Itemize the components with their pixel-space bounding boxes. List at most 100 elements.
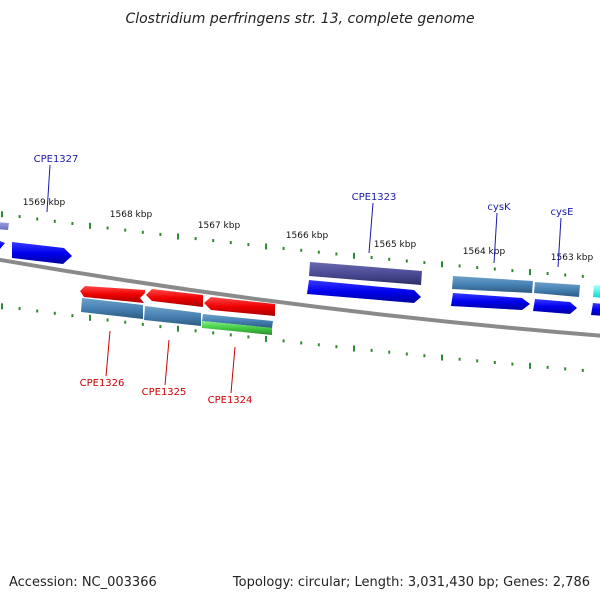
reverse-minor-tick <box>247 335 250 339</box>
forward-minor-tick <box>317 250 320 254</box>
forward-minor-tick <box>71 222 74 225</box>
reverse-major-tick <box>265 335 267 342</box>
reverse-minor-tick <box>106 318 109 322</box>
forward-minor-tick <box>476 266 479 269</box>
tick-label-1563: 1563 kbp <box>551 253 594 263</box>
reverse-minor-tick <box>282 339 285 343</box>
forward-minor-tick <box>36 217 39 221</box>
forward-major-tick <box>177 233 179 240</box>
reverse-minor-tick <box>458 357 461 361</box>
tick-label-1568: 1568 kbp <box>110 210 153 220</box>
forward-minor-tick <box>423 261 426 265</box>
reverse-minor-tick <box>423 354 426 358</box>
forward-minor-tick <box>581 274 584 278</box>
forward-minor-tick <box>388 257 391 261</box>
label-cysE: cysE <box>551 207 574 218</box>
label-cysK: cysK <box>487 202 511 213</box>
reverse-minor-tick <box>388 350 391 354</box>
tick-label-1564: 1564 kbp <box>463 247 506 257</box>
label-CPE1327: CPE1327 <box>34 154 79 165</box>
tick-label-1565: 1565 kbp <box>374 240 417 250</box>
tick-label-1567: 1567 kbp <box>198 221 241 231</box>
reverse-minor-tick <box>511 362 514 366</box>
reverse-minor-tick <box>194 329 197 333</box>
reverse-minor-tick <box>300 341 303 345</box>
reverse-minor-tick <box>124 320 127 324</box>
reverse-cds-track <box>80 286 275 316</box>
forward-cds-track <box>0 239 600 316</box>
label-CPE1324: CPE1324 <box>208 395 253 406</box>
genome-backbone <box>0 257 600 338</box>
forward-minor-tick <box>106 226 109 230</box>
reverse-minor-tick <box>581 368 584 372</box>
forward-major-tick <box>529 269 531 276</box>
forward-minor-tick <box>546 272 549 275</box>
forward-minor-tick <box>141 230 144 234</box>
forward-minor-tick <box>493 267 496 271</box>
cds-arrow-fwd-4[interactable] <box>533 299 577 314</box>
gene-cysK[interactable] <box>452 276 533 293</box>
forward-minor-tick <box>212 239 215 243</box>
reverse-minor-tick <box>71 314 74 318</box>
cds-arrow-fwd-2[interactable] <box>307 280 421 303</box>
reverse-major-tick <box>177 325 179 332</box>
forward-minor-tick <box>282 246 285 250</box>
gene-fwd-edge[interactable] <box>0 222 9 230</box>
leader-CPE1324 <box>230 346 236 394</box>
kbp-tick-labels: 1569 kbp 1568 kbp 1567 kbp 1566 kbp 1565… <box>23 198 594 263</box>
gene-CPE1325[interactable] <box>144 306 201 326</box>
reverse-major-tick <box>1 303 3 310</box>
forward-minor-tick <box>18 215 21 219</box>
reverse-major-tick <box>89 314 91 321</box>
cds-arrow-fwd-1[interactable] <box>12 242 72 264</box>
forward-minor-tick <box>564 273 567 277</box>
reverse-minor-tick <box>36 309 39 313</box>
cds-arrow-rev-3[interactable] <box>204 297 275 316</box>
reverse-major-tick <box>441 354 443 361</box>
forward-minor-tick <box>405 259 408 263</box>
reverse-tick-row <box>1 303 584 372</box>
reverse-minor-tick <box>18 307 21 311</box>
label-CPE1326: CPE1326 <box>80 378 125 389</box>
leader-cysE <box>557 217 562 268</box>
cds-arrow-fwd-3[interactable] <box>451 293 530 310</box>
leader-CPE1323 <box>368 202 374 254</box>
gene-CPE1323[interactable] <box>309 262 422 285</box>
gene-CPE1326[interactable] <box>81 298 143 319</box>
cds-arrow-rev-2[interactable] <box>146 289 203 307</box>
forward-minor-tick <box>335 252 338 256</box>
gene-CPE1324-upper[interactable] <box>202 314 273 328</box>
forward-minor-tick <box>53 219 56 223</box>
forward-minor-tick <box>458 264 461 268</box>
cds-arrow-fwd-edge[interactable] <box>0 239 5 255</box>
reverse-minor-tick <box>141 322 144 326</box>
forward-gene-labels: CPE1327 CPE1323 cysK cysE <box>34 154 574 218</box>
reverse-minor-tick <box>564 367 567 371</box>
tick-label-1566: 1566 kbp <box>286 231 329 241</box>
cds-arrow-fwd-5[interactable] <box>591 303 600 316</box>
reverse-gene-track <box>81 298 273 335</box>
label-CPE1323: CPE1323 <box>352 192 397 203</box>
forward-minor-tick <box>124 228 127 232</box>
map-title: Clostridium perfringens str. 13, complet… <box>125 11 474 27</box>
reverse-minor-tick <box>53 311 56 315</box>
reverse-minor-tick <box>159 325 162 329</box>
forward-major-tick <box>1 211 3 218</box>
forward-tick-row <box>1 211 584 278</box>
gene-cysE[interactable] <box>534 282 580 297</box>
forward-major-tick <box>89 222 91 229</box>
gene-CPE1324[interactable] <box>202 321 272 335</box>
reverse-minor-tick <box>370 348 373 352</box>
gene-fwd-cyan-edge[interactable] <box>593 285 600 298</box>
label-leaders <box>46 164 562 394</box>
leader-CPE1326 <box>105 330 111 377</box>
forward-minor-tick <box>247 243 250 247</box>
reverse-major-tick <box>353 345 355 352</box>
leader-CPE1327 <box>46 164 51 213</box>
cds-arrow-rev-1[interactable] <box>80 286 145 303</box>
forward-major-tick <box>265 243 267 250</box>
reverse-minor-tick <box>546 365 549 369</box>
reverse-gene-labels: CPE1326 CPE1325 CPE1324 <box>80 378 253 406</box>
genome-summary-text: Topology: circular; Length: 3,031,430 bp… <box>232 575 590 590</box>
